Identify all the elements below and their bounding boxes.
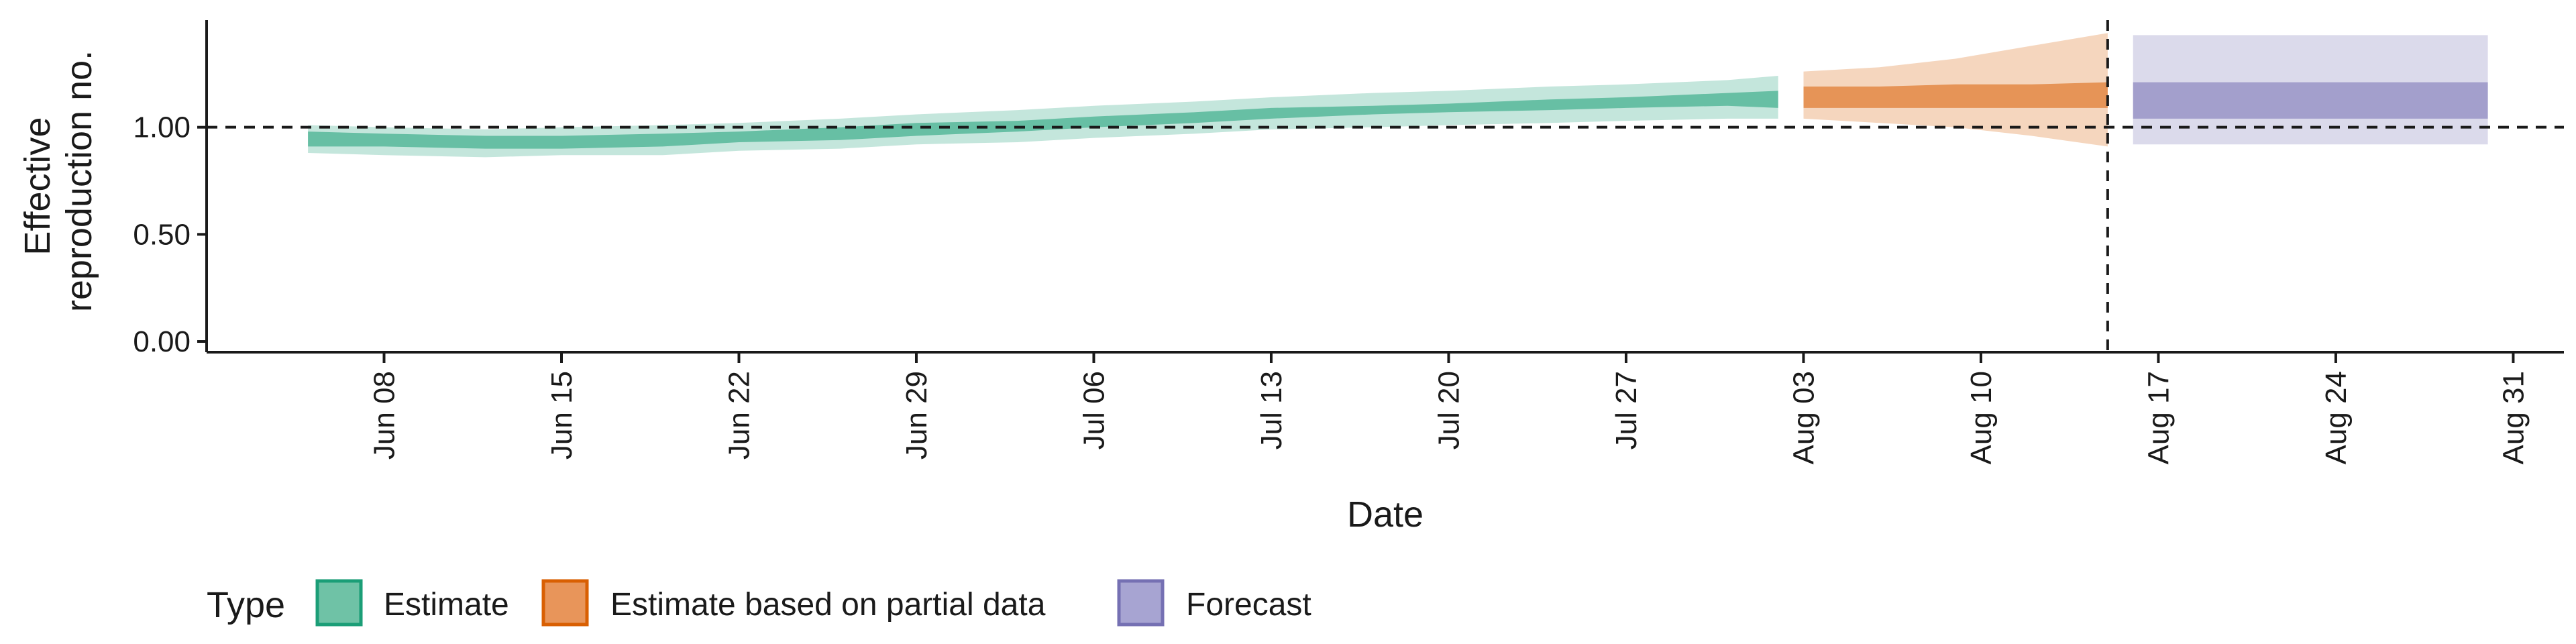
legend-key-partial (541, 579, 589, 627)
x-tick-label: Jun 15 (545, 371, 578, 460)
y-axis-title: Effective reproduction no. (17, 50, 99, 312)
legend-key-estimate (315, 579, 363, 627)
partial-band-50 (1803, 82, 2108, 108)
estimate-band-50 (308, 91, 1778, 149)
legend-title: Type (207, 585, 285, 625)
x-tick-label: Jul 20 (1433, 371, 1466, 449)
x-tick-label: Jun 22 (723, 371, 756, 460)
y-axis-title-line-1: Effective (17, 117, 58, 255)
legend-key-forecast (1117, 579, 1165, 627)
x-tick-label: Jul 13 (1255, 371, 1288, 449)
x-tick-label: Jun 08 (368, 371, 401, 460)
legend-label-partial: Estimate based on partial data (610, 587, 1046, 623)
x-ticks: Jun 08 Jun 15 Jun 22 Jun 29 Jul 06 Jul 13 Jul … (368, 352, 2530, 464)
legend-label-estimate: Estimate (384, 587, 509, 623)
legend: Type Estimate Estimate based on partial … (207, 579, 1311, 627)
y-tick-label: 0.50 (133, 218, 191, 251)
axes (205, 20, 2564, 354)
x-axis-title: Date (1347, 494, 1424, 535)
y-tick-label: 1.00 (133, 111, 191, 144)
x-tick-label: Aug 24 (2320, 371, 2353, 464)
x-tick-label: Aug 10 (1965, 371, 1998, 464)
x-tick-label: Aug 03 (1788, 371, 1821, 464)
x-tick-label: Jul 27 (1610, 371, 1643, 449)
x-tick-label: Jul 06 (1078, 371, 1111, 449)
forecast-band-50 (2133, 82, 2488, 119)
x-tick-label: Aug 17 (2142, 371, 2175, 464)
x-tick-label: Aug 31 (2497, 371, 2530, 464)
y-axis-title-line-2: reproduction no. (59, 50, 99, 312)
legend-label-forecast: Forecast (1186, 587, 1311, 623)
x-tick-label: Jun 29 (900, 371, 933, 460)
y-ticks: 0.00 0.50 1.00 (133, 111, 207, 358)
y-tick-label: 0.00 (133, 325, 191, 358)
ribbon-layer (308, 33, 2488, 158)
